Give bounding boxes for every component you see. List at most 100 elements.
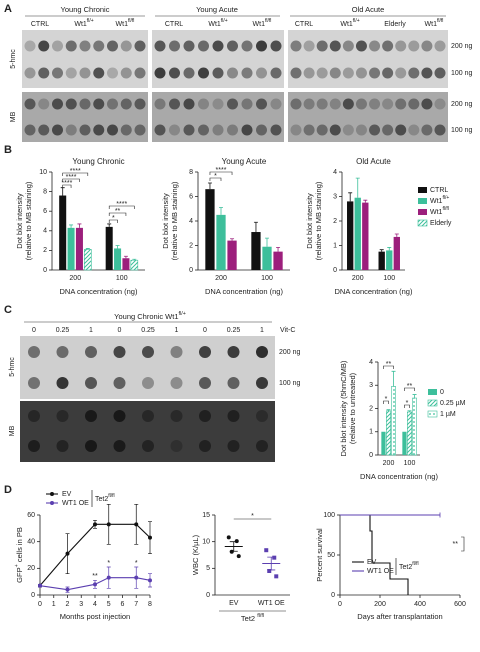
blot-dot xyxy=(38,98,50,110)
blot-dot xyxy=(93,124,105,136)
blot-dot xyxy=(113,346,126,358)
error-bar xyxy=(132,258,137,261)
legend-swatch xyxy=(418,198,427,204)
y-tick-label: 4 xyxy=(43,228,47,235)
blot-dot xyxy=(227,440,240,452)
blot-label: MB xyxy=(10,111,17,122)
blot-dot xyxy=(56,440,69,452)
blot-dot xyxy=(93,40,105,52)
blot-dot xyxy=(290,98,302,110)
lane-label-sup: fl/fl xyxy=(265,18,271,24)
point xyxy=(148,578,152,583)
blot-dot xyxy=(28,440,40,452)
lane-label-sup: fl/fl xyxy=(128,18,134,24)
bar xyxy=(251,232,261,270)
legend-swatch xyxy=(418,187,427,193)
legend-swatch xyxy=(418,209,427,215)
y-axis-label: (relative to MB staining) xyxy=(24,181,33,260)
blot-dot xyxy=(270,67,282,79)
blot-dot xyxy=(256,377,268,389)
blot-dot xyxy=(134,124,146,136)
legend-label: EV xyxy=(62,491,72,498)
x-tick-label: 100 xyxy=(116,275,128,282)
x-tick-label: 200 xyxy=(69,275,81,282)
y-tick-label: 4 xyxy=(333,169,337,176)
blot-dot xyxy=(134,40,146,52)
blot-dot xyxy=(227,98,238,110)
legend-label: CTRL xyxy=(430,187,448,194)
lane-label-text: Wt1 xyxy=(340,21,353,28)
lane-label-text: Wt1 xyxy=(208,21,221,28)
legend-group: Tet2fl/fl xyxy=(95,493,115,503)
bar xyxy=(105,226,113,270)
blot-dot xyxy=(56,377,69,389)
blot-dot xyxy=(408,124,420,136)
bar xyxy=(216,214,226,270)
x-tick-label: EV xyxy=(229,600,239,607)
blot-dot xyxy=(198,124,209,136)
legend-swatch xyxy=(427,399,438,407)
blot-dot xyxy=(316,40,328,52)
y-axis-label: WBC (K/µL) xyxy=(191,534,200,575)
y-tick-label: 3 xyxy=(333,193,337,200)
y-tick-label: 2 xyxy=(189,242,193,249)
error-bar xyxy=(115,245,120,249)
bar xyxy=(130,259,139,271)
sig-label: **** xyxy=(216,167,227,174)
lane-label: Wt1fl/fl xyxy=(425,18,444,28)
blot-dot xyxy=(369,98,381,110)
y-axis-label: Percent survival xyxy=(315,528,324,582)
sig-label: * xyxy=(406,400,409,407)
sig-label: * xyxy=(135,560,138,567)
blot-dot xyxy=(290,124,302,136)
blot-dot xyxy=(256,98,267,110)
blot-dot xyxy=(329,98,341,110)
lane-label-sup: fl/+ xyxy=(221,18,228,24)
blot-dot xyxy=(355,124,367,136)
error-bar xyxy=(69,224,74,228)
blot-dot xyxy=(329,124,341,136)
y-tick-label: 3 xyxy=(369,382,373,389)
blot-dot xyxy=(256,67,267,79)
blot-dot xyxy=(382,124,394,136)
blot-dot xyxy=(316,124,328,136)
legend-swatch xyxy=(428,389,437,395)
blot-dot xyxy=(154,67,166,79)
blot-dot xyxy=(355,98,367,110)
blot-dot xyxy=(342,124,354,136)
blot-dot xyxy=(199,410,211,422)
sig-label: ** xyxy=(115,208,121,215)
x-tick-label: 1 xyxy=(52,601,56,608)
error-bar xyxy=(412,394,417,399)
x-axis-label: DNA concentration (ng) xyxy=(360,472,438,481)
x-axis-label: DNA concentration (ng) xyxy=(60,287,138,296)
blot-dot xyxy=(303,40,315,52)
y-tick-label: 0 xyxy=(206,592,210,599)
blot-dot xyxy=(241,124,253,136)
group-header: Old Acute xyxy=(352,5,385,14)
blot xyxy=(288,92,448,142)
y-tick-label: 0 xyxy=(369,452,373,459)
error-bar xyxy=(265,237,269,247)
sig-bracket xyxy=(62,178,80,182)
blot-dot xyxy=(369,67,381,79)
blot-dot xyxy=(212,124,224,136)
blot-dot xyxy=(241,67,253,79)
y-tick-label: 10 xyxy=(39,169,47,176)
error-bar xyxy=(60,187,65,196)
legend-label-sup: fl/+ xyxy=(442,195,449,201)
blot-dot xyxy=(316,67,328,79)
blot-dot xyxy=(107,40,118,52)
blot xyxy=(22,30,148,88)
blot-dot xyxy=(434,98,446,110)
treatment-label: Vit-C xyxy=(280,327,295,334)
y-tick-label: 4 xyxy=(189,218,193,225)
blot-dot xyxy=(303,98,315,110)
blot-dot xyxy=(382,40,394,52)
blot-dot xyxy=(369,40,381,52)
sig-label: * xyxy=(112,215,115,222)
blot-dot xyxy=(198,67,209,79)
error-bar xyxy=(123,255,128,259)
blot-dot xyxy=(24,124,36,136)
error-bar xyxy=(379,249,384,252)
